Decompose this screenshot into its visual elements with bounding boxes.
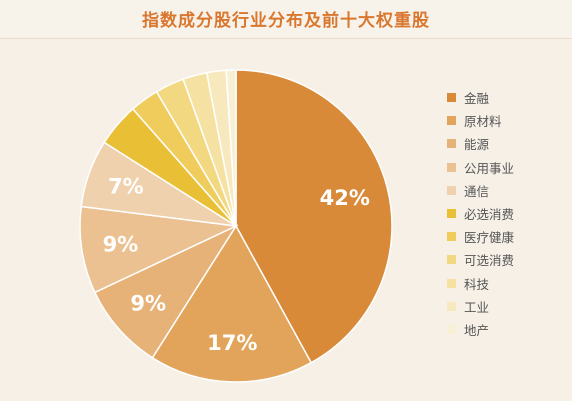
legend-item-7: 可选消费 xyxy=(447,248,567,271)
legend-item-0: 金融 xyxy=(447,86,567,109)
slice-label-3: 9% xyxy=(103,232,139,256)
legend-item-2: 能源 xyxy=(447,132,567,155)
pie-labels: 42% 17% 9% 9% 7% xyxy=(103,174,370,355)
legend-item-1: 原材料 xyxy=(447,109,567,132)
legend: 金融原材料能源公用事业通信必选消费医疗健康可选消费科技工业地产 xyxy=(447,86,567,341)
legend-item-4: 通信 xyxy=(447,179,567,202)
slice-label-0: 42% xyxy=(320,186,370,210)
legend-label: 金融 xyxy=(464,91,490,107)
legend-swatch xyxy=(447,232,456,242)
legend-swatch xyxy=(447,324,456,334)
legend-label: 可选消费 xyxy=(464,253,515,269)
chart-title: 指数成分股行业分布及前十大权重股 xyxy=(142,11,430,31)
pie-slice-0 xyxy=(235,69,393,364)
legend-item-6: 医疗健康 xyxy=(447,225,567,248)
legend-label: 医疗健康 xyxy=(464,230,515,246)
pie-slice-2 xyxy=(93,224,239,359)
legend-item-9: 工业 xyxy=(447,295,567,318)
slice-label-4: 7% xyxy=(108,174,144,198)
legend-swatch xyxy=(447,93,456,103)
slice-label-1: 17% xyxy=(207,331,257,355)
legend-swatch xyxy=(447,255,456,265)
legend-label: 能源 xyxy=(464,137,490,153)
legend-swatch xyxy=(447,301,456,311)
legend-label: 公用事业 xyxy=(464,160,515,176)
pie-slices xyxy=(79,69,393,383)
legend-swatch xyxy=(447,162,456,172)
legend-label: 原材料 xyxy=(464,114,502,130)
title-bar: 指数成分股行业分布及前十大权重股 xyxy=(0,0,572,39)
legend-item-10: 地产 xyxy=(447,318,567,341)
legend-swatch xyxy=(447,116,456,126)
pie-slice-3 xyxy=(79,205,239,294)
slice-label-2: 9% xyxy=(130,291,166,315)
legend-label: 通信 xyxy=(464,183,490,199)
legend-item-3: 公用事业 xyxy=(447,156,567,179)
legend-item-5: 必选消费 xyxy=(447,202,567,225)
pie-slice-1 xyxy=(151,224,313,383)
legend-swatch xyxy=(447,209,456,219)
legend-label: 科技 xyxy=(464,276,490,292)
legend-label: 地产 xyxy=(464,322,490,338)
legend-item-8: 科技 xyxy=(447,272,567,295)
legend-label: 必选消费 xyxy=(464,207,515,223)
legend-swatch xyxy=(447,139,456,149)
pie-slice-10 xyxy=(225,69,237,227)
legend-swatch xyxy=(447,185,456,195)
legend-label: 工业 xyxy=(464,299,490,315)
legend-swatch xyxy=(447,278,456,288)
